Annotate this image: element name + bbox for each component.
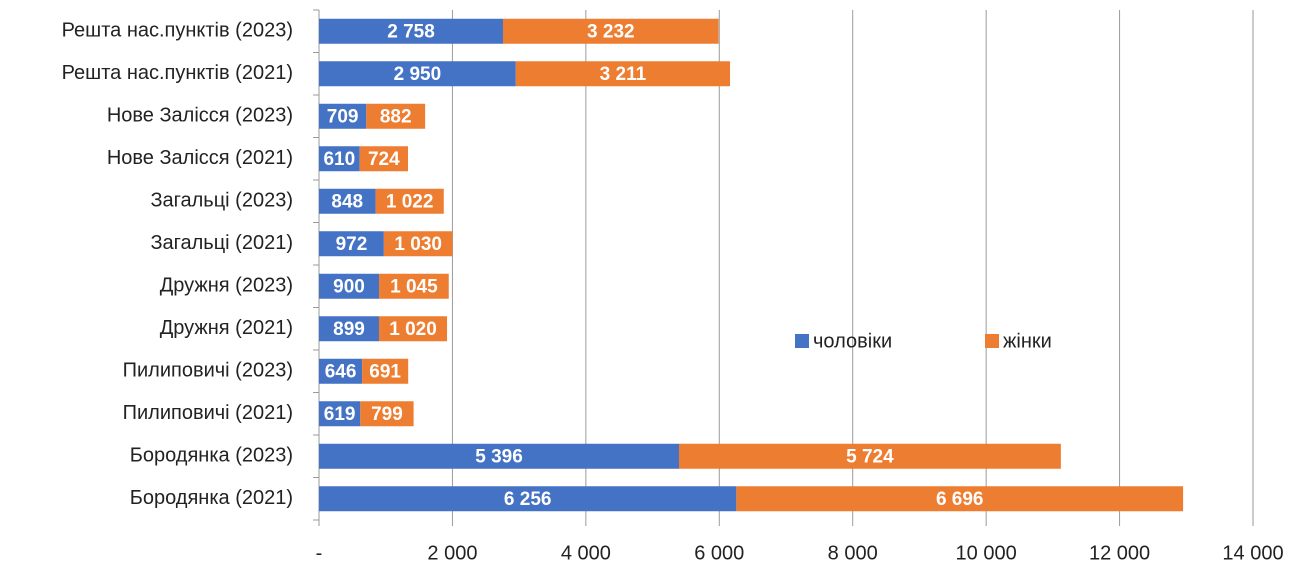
x-tick-label: 10 000	[956, 542, 1017, 564]
x-tick-label: 14 000	[1222, 542, 1283, 564]
x-tick-label: 8 000	[828, 542, 878, 564]
value-label: 848	[331, 191, 363, 212]
value-label: 1 020	[389, 319, 437, 340]
bar-segment	[319, 18, 503, 44]
bar-segment	[379, 273, 449, 299]
value-label: 6 256	[504, 489, 552, 510]
value-label: 1 022	[386, 191, 434, 212]
bar-segment	[383, 231, 453, 257]
bar-segment	[319, 103, 367, 129]
bar-segment	[319, 231, 384, 257]
y-tick-label: Решта нас.пунктів (2021)	[62, 62, 293, 84]
bar-segment	[678, 443, 1061, 469]
bar-segment	[319, 401, 361, 427]
bar-segment	[319, 486, 737, 512]
value-label: 646	[325, 361, 357, 382]
bar-segment	[319, 443, 679, 469]
bar-segment	[360, 401, 414, 427]
y-tick-label: Пилиповичі (2021)	[123, 402, 293, 424]
value-label: 900	[333, 276, 365, 297]
value-label: 1 045	[390, 276, 438, 297]
bar-segment	[319, 188, 376, 214]
bar-segment	[502, 18, 719, 44]
x-tick-label: 6 000	[694, 542, 744, 564]
y-tick-label: Нове Залісся (2021)	[107, 147, 293, 169]
x-tick-label: -	[316, 542, 323, 564]
value-label: 5 396	[475, 446, 523, 467]
value-label: 610	[323, 149, 355, 170]
bar-segment	[515, 61, 731, 87]
y-tick-label: Загальці (2021)	[150, 232, 293, 254]
y-tick-label: Бородянка (2021)	[130, 487, 293, 509]
value-label: 619	[324, 404, 356, 425]
value-label: 799	[371, 404, 403, 425]
bar-segment	[319, 146, 360, 172]
y-tick-label: Решта нас.пунктів (2023)	[62, 20, 293, 42]
bar-segment	[736, 486, 1184, 512]
value-label: 2 950	[394, 64, 442, 85]
y-tick-label: Дружня (2021)	[160, 317, 293, 339]
value-label: 709	[327, 106, 359, 127]
bar-segment	[319, 61, 516, 87]
y-tick-label: Бородянка (2023)	[130, 445, 293, 467]
bar-segment	[378, 316, 448, 342]
bar-segment	[319, 273, 380, 299]
bar-segment	[375, 188, 444, 214]
bar-segment	[362, 358, 409, 384]
legend-swatch	[985, 334, 999, 348]
value-label: 972	[336, 234, 368, 255]
bar-segment	[319, 316, 379, 342]
x-tick-label: 4 000	[561, 542, 611, 564]
value-label: 882	[380, 106, 412, 127]
x-tick-label: 12 000	[1089, 542, 1150, 564]
x-tick-label: 2 000	[427, 542, 477, 564]
y-tick-label: Загальці (2023)	[150, 190, 293, 212]
y-tick-label: Нове Залісся (2023)	[107, 105, 293, 127]
value-label: 1 030	[394, 234, 442, 255]
y-tick-label: Дружня (2023)	[160, 275, 293, 297]
legend-label: чоловіки	[813, 330, 892, 352]
legend-swatch	[795, 334, 809, 348]
value-label: 2 758	[387, 21, 435, 42]
value-label: 899	[333, 319, 365, 340]
bar-segment	[319, 358, 363, 384]
value-label: 691	[369, 361, 401, 382]
value-label: 6 696	[936, 489, 984, 510]
bar-segment	[366, 103, 426, 129]
legend-label: жінки	[1003, 330, 1052, 352]
value-label: 3 211	[600, 64, 647, 85]
value-label: 5 724	[846, 446, 894, 467]
value-label: 724	[368, 149, 400, 170]
bar-segment	[359, 146, 408, 172]
value-label: 3 232	[587, 21, 635, 42]
y-tick-label: Пилиповичі (2023)	[123, 360, 293, 382]
